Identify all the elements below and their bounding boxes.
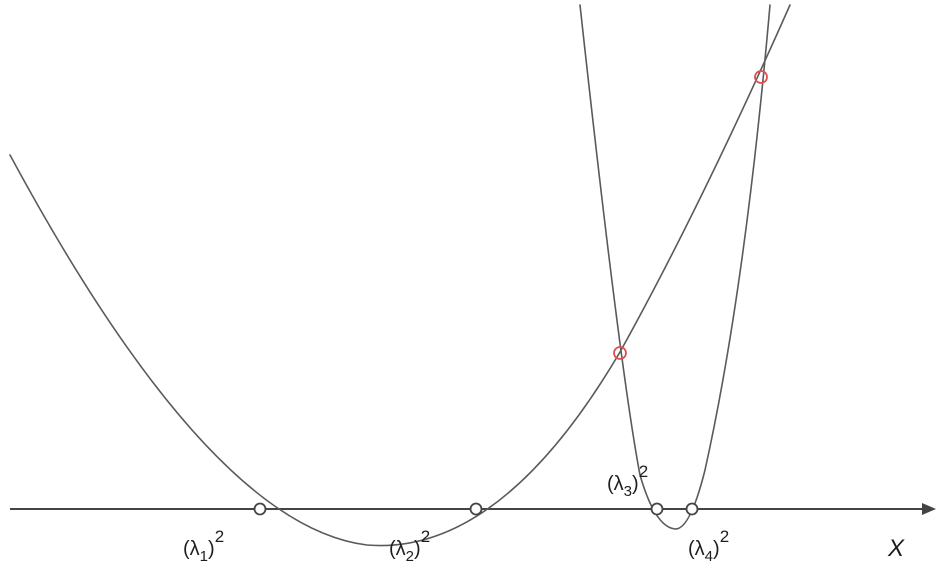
root-label-3-base: (λ: [607, 473, 624, 495]
root-marker-3: [650, 502, 664, 516]
root-label-4-close: ): [713, 538, 720, 560]
root-label-2: (λ2)2: [389, 527, 430, 565]
root-label-1-sup: 2: [215, 527, 224, 546]
root-label-1: (λ1)2: [183, 527, 224, 565]
root-label-2-close: ): [414, 538, 421, 560]
intersection-marker-upper: [754, 70, 768, 84]
root-marker-1: [253, 502, 267, 516]
root-marker-2: [469, 502, 483, 516]
root-label-3-sup: 2: [639, 462, 648, 481]
root-label-1-close: ): [208, 538, 215, 560]
root-label-4-sub: 4: [705, 548, 713, 565]
root-label-3-close: ): [632, 473, 639, 495]
narrow-parabola-curve: [579, 4, 771, 530]
root-label-2-base: (λ: [389, 538, 406, 560]
root-marker-4: [685, 502, 699, 516]
root-label-3-sub: 3: [624, 483, 632, 500]
x-axis-arrow: [922, 503, 936, 515]
wide-parabola-curve: [9, 4, 791, 547]
x-axis-label: X: [887, 535, 905, 562]
root-label-1-base: (λ: [183, 538, 200, 560]
root-label-2-sub: 2: [406, 548, 414, 565]
root-label-4: (λ4)2: [688, 527, 729, 565]
root-label-2-sup: 2: [421, 527, 430, 546]
root-label-4-base: (λ: [688, 538, 705, 560]
root-label-3: (λ3)2: [607, 462, 648, 500]
intersection-marker-lower: [613, 346, 627, 360]
root-label-4-sup: 2: [720, 527, 729, 546]
root-label-1-sub: 1: [200, 548, 208, 565]
